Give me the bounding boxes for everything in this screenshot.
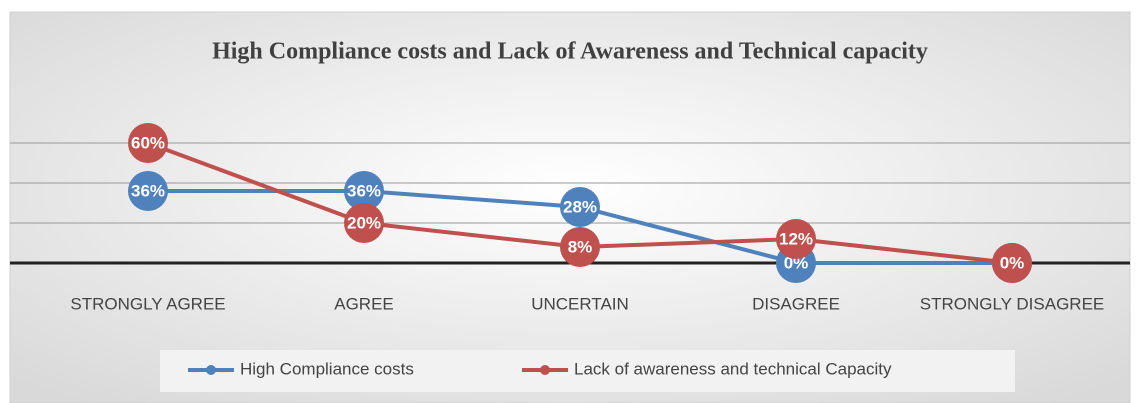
x-tick-label: DISAGREE <box>752 294 840 313</box>
x-tick-label: STRONGLY AGREE <box>70 294 225 313</box>
data-label: 36% <box>131 181 165 200</box>
data-label: 28% <box>563 197 597 216</box>
legend-marker <box>540 365 550 375</box>
x-tick-label: UNCERTAIN <box>531 294 629 313</box>
data-point <box>344 171 384 211</box>
data-point <box>776 219 816 259</box>
data-label: 0% <box>784 253 809 272</box>
legend-label: Lack of awareness and technical Capacity <box>574 359 892 378</box>
data-point <box>560 227 600 267</box>
data-label: 12% <box>779 229 813 248</box>
x-tick-label: AGREE <box>334 294 394 313</box>
data-label: 8% <box>568 237 593 256</box>
x-tick-label: STRONGLY DISAGREE <box>920 294 1105 313</box>
chart-title: High Compliance costs and Lack of Awaren… <box>212 39 928 65</box>
data-point <box>128 171 168 211</box>
legend-marker <box>206 365 216 375</box>
legend-box <box>160 350 1015 392</box>
legend-label: High Compliance costs <box>240 359 414 378</box>
data-label: 60% <box>131 133 165 152</box>
data-point <box>992 243 1032 283</box>
data-label: 20% <box>347 213 381 232</box>
data-label: 36% <box>347 181 381 200</box>
data-point <box>344 203 384 243</box>
data-point <box>128 123 168 163</box>
data-label: 0% <box>1000 253 1025 272</box>
data-point <box>560 187 600 227</box>
